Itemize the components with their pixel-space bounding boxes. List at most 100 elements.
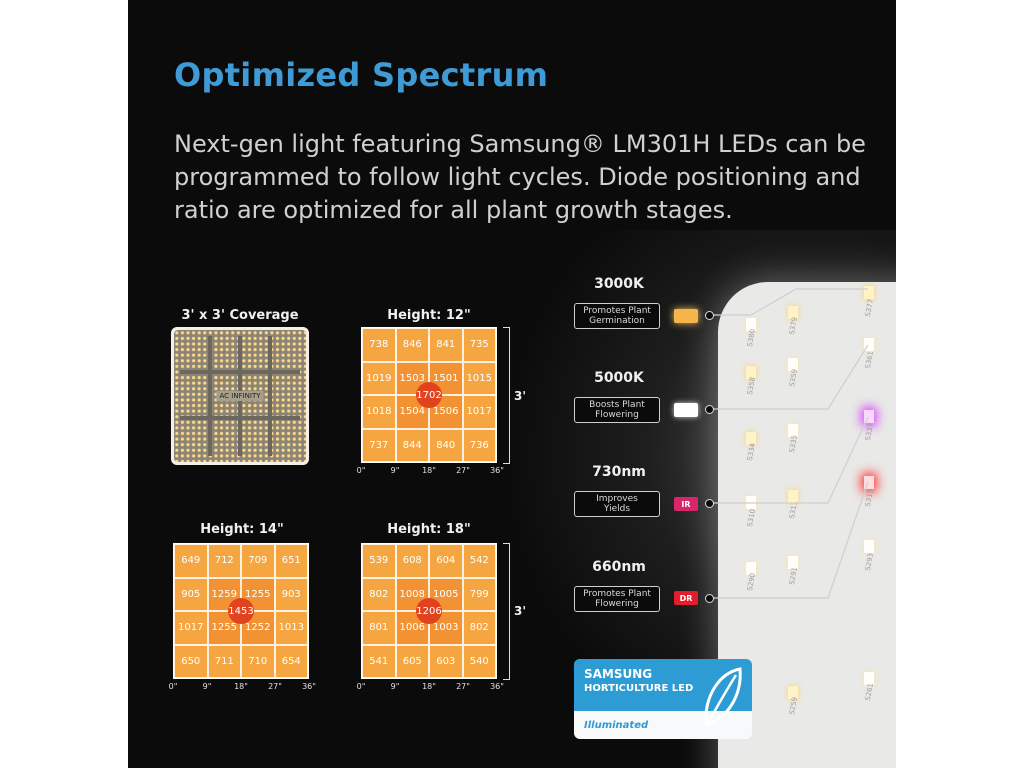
par-value-cell: 1019 [362,361,396,395]
spectrum-5000k-title: 5000K [594,370,644,386]
led-label: S358 [746,376,757,396]
par-value-cell: 539 [362,544,396,578]
connector-node [705,499,714,508]
led-label: S377 [864,298,875,318]
map-12-center-value: 1702 [416,382,442,408]
led-label: S313 [864,488,875,508]
spectrum-dr-chip: DR [674,591,698,605]
par-value-cell: 605 [395,644,429,678]
par-value-cell: 651 [274,544,308,578]
axis-tick-label: 18" [422,682,436,691]
led-label: S310 [746,508,757,528]
led-diode [864,286,874,299]
led-diode [864,338,874,351]
coverage-logo: AC INFINITY [216,391,264,401]
par-value-cell: 905 [174,577,208,611]
axis-tick-label: 9" [202,682,212,691]
par-value-cell: 1008 [395,577,429,611]
axis-tick-label: 18" [422,466,436,475]
led-label: S337 [864,422,875,442]
par-value-cell: 841 [429,328,463,362]
par-map-18: 539 608 604 542 802 1008 1005 799 801 1006 1003 802… [361,543,497,679]
par-value-cell: 1255 [241,577,275,611]
par-value-cell: 1018 [362,395,396,429]
par-value-cell: 1015 [462,361,496,395]
spectrum-660nm-desc: Promotes Plant Flowering [574,586,660,612]
axis-tick-label: 9" [390,466,400,475]
par-value-cell: 802 [362,577,396,611]
par-value-cell: 654 [274,644,308,678]
leaf-icon [704,667,742,728]
led-diode-ir [864,410,874,423]
par-value-cell: 604 [429,544,463,578]
spectrum-5000k-desc: Boosts Plant Flowering [574,397,660,423]
led-label: S311 [788,500,799,520]
led-label: S361 [864,350,875,370]
coverage-board-image: AC INFINITY [171,327,309,465]
spectrum-5000k-chip [674,403,698,417]
par-value-cell: 903 [274,577,308,611]
par-value-cell: 737 [362,428,396,462]
led-label: S335 [788,434,799,454]
spectrum-3000k-title: 3000K [594,276,644,292]
axis-tick-label: 36" [490,466,504,475]
par-value-cell: 799 [462,577,496,611]
par-value-cell: 710 [241,644,275,678]
map-18-size-bracket [503,543,510,680]
axis-tick-label: 27" [456,682,470,691]
led-diode [864,540,874,553]
par-value-cell: 736 [462,428,496,462]
axis-tick-label: 27" [268,682,282,691]
coverage-title: 3' x 3' Coverage [181,308,299,323]
map-14-title: Height: 14" [200,522,284,537]
axis-tick-label: 27" [456,466,470,475]
par-value-cell: 603 [429,644,463,678]
map-14-center-value: 1453 [228,598,254,624]
par-value-cell: 738 [362,328,396,362]
samsung-horticulture-badge: SAMSUNG HORTICULTURE LED Illuminated [574,659,752,739]
led-label: S290 [746,572,757,592]
axis-tick-label: 0" [168,682,178,691]
badge-product: HORTICULTURE LED [584,683,694,694]
led-label: S261 [864,682,875,702]
page-title: Optimized Spectrum [174,56,549,94]
axis-tick-label: 36" [302,682,316,691]
map-18-title: Height: 18" [387,522,471,537]
led-label: S291 [788,566,799,586]
par-value-cell: 540 [462,644,496,678]
led-diode [864,672,874,685]
spectrum-730nm-desc: Improves Yields [574,491,660,517]
connector-node [705,311,714,320]
led-diode-dr [864,476,874,489]
par-value-cell: 650 [174,644,208,678]
par-value-cell: 649 [174,544,208,578]
axis-tick-label: 18" [234,682,248,691]
product-panel: Optimized Spectrum Next-gen light featur… [128,0,896,768]
spectrum-3000k-chip [674,309,698,323]
spectrum-660nm-title: 660nm [592,559,646,575]
spectrum-3000k-desc: Promotes Plant Germination [574,303,660,329]
par-value-cell: 542 [462,544,496,578]
map-18-size-label: 3' [514,604,527,618]
connector-node [705,594,714,603]
map-12-size-label: 3' [514,389,527,403]
axis-tick-label: 0" [356,682,366,691]
par-value-cell: 1017 [462,395,496,429]
connector-node [705,405,714,414]
spectrum-ir-chip: IR [674,497,698,511]
par-value-cell: 712 [207,544,241,578]
par-value-cell: 608 [395,544,429,578]
spectrum-730nm-title: 730nm [592,464,646,480]
par-value-cell: 801 [362,611,396,645]
led-label: S359 [788,368,799,388]
par-value-cell: 541 [362,644,396,678]
par-value-cell: 802 [462,611,496,645]
led-label: S259 [788,696,799,716]
axis-tick-label: 36" [490,682,504,691]
map-12-title: Height: 12" [387,308,471,323]
axis-tick-label: 0" [356,466,366,475]
led-label: S380 [746,328,757,348]
led-label: S334 [746,442,757,462]
axis-tick-label: 9" [390,682,400,691]
led-diode [746,496,756,509]
